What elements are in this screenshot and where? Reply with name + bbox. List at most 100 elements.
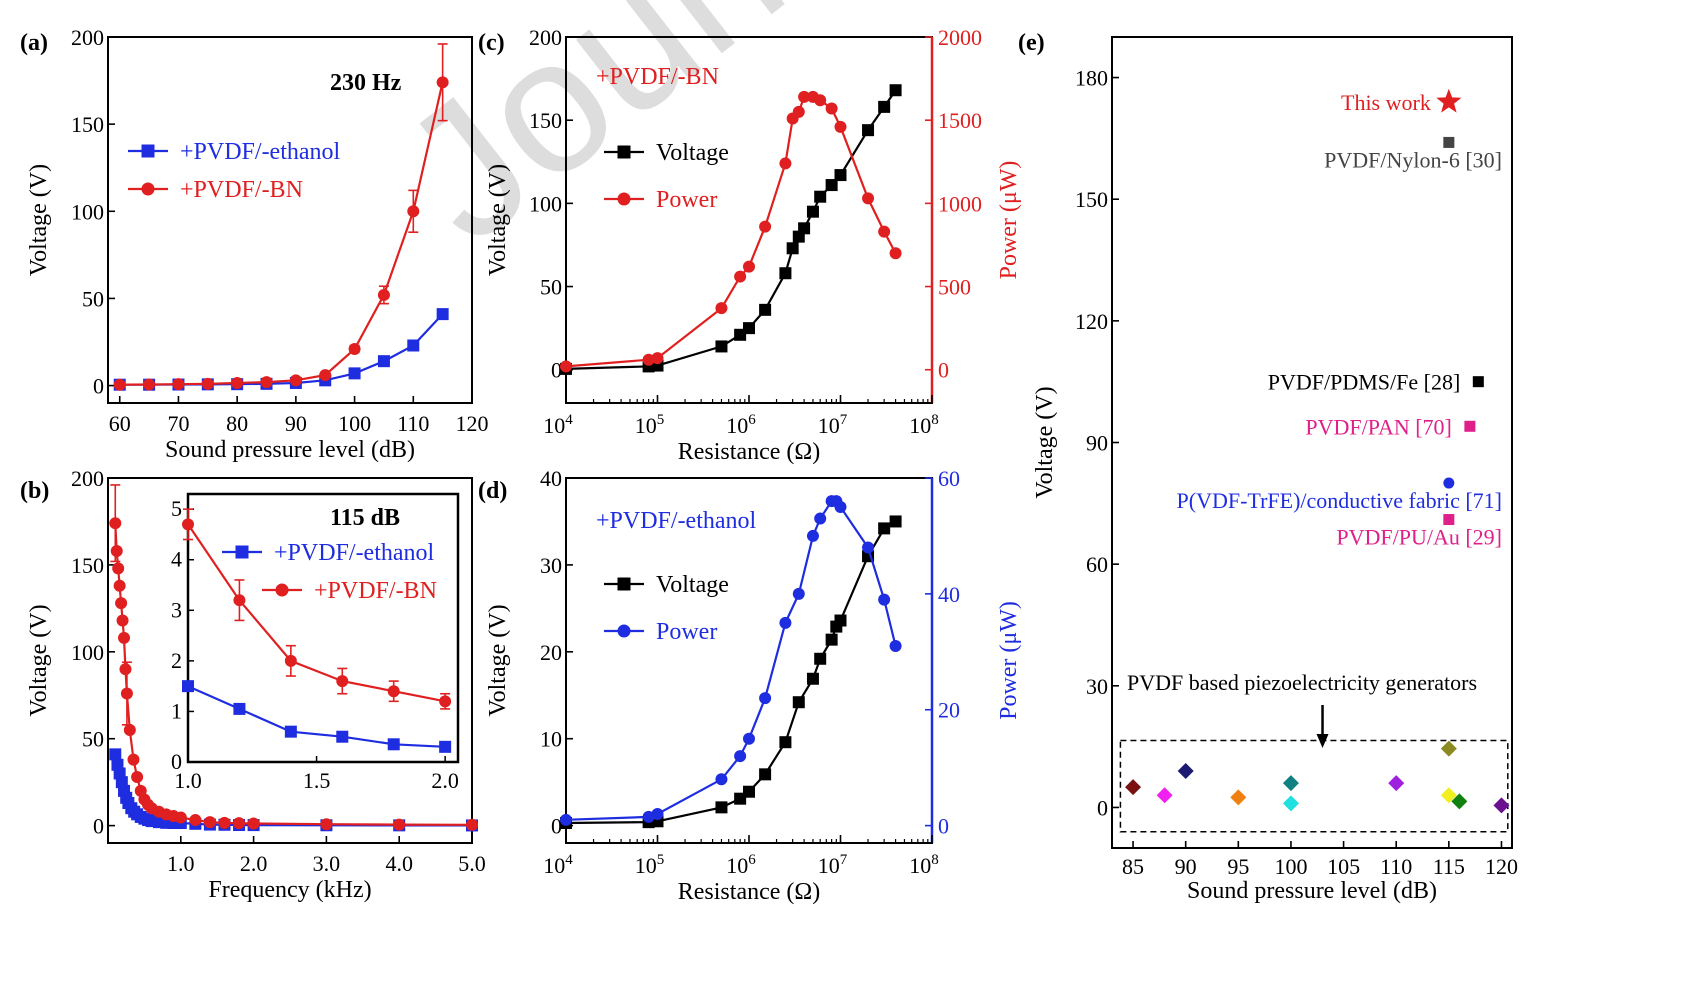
inset-y-tick-label: 0	[171, 749, 182, 774]
x-axis-label: Frequency (kHz)	[208, 877, 371, 903]
data-point	[814, 512, 827, 525]
legend-marker	[235, 545, 249, 559]
y-tick-label: 150	[1075, 187, 1108, 212]
x-tick-label: 104	[543, 852, 573, 878]
comparison-label: This work	[1341, 90, 1431, 115]
y-tick-label: 180	[1075, 66, 1108, 91]
data-point	[436, 76, 449, 89]
legend-power: Power	[656, 619, 717, 645]
data-point	[834, 120, 847, 133]
x-tick-label: 107	[818, 852, 848, 878]
data-point	[779, 616, 792, 629]
data-point	[218, 816, 231, 829]
cluster-point	[1156, 787, 1173, 804]
data-point	[560, 813, 572, 826]
data-point	[743, 785, 755, 798]
panel-label: (b)	[20, 478, 49, 504]
data-point	[715, 340, 728, 353]
data-point	[387, 685, 400, 698]
data-point	[814, 94, 827, 107]
data-point	[393, 818, 406, 831]
y2-tick-label: 0	[938, 814, 949, 839]
x-axis-label: Sound pressure level (dB)	[1187, 878, 1437, 904]
y-tick-label: 100	[529, 191, 562, 216]
data-point	[825, 102, 838, 115]
data-point	[806, 529, 819, 542]
inset-x-tick-label: 1.5	[303, 768, 331, 793]
y2-tick-label: 500	[938, 275, 971, 300]
data-point	[862, 541, 875, 554]
data-point	[439, 740, 452, 753]
data-point	[889, 640, 902, 653]
y-tick-label: 150	[71, 553, 104, 578]
data-point	[734, 270, 747, 283]
data-point	[407, 205, 420, 218]
data-point	[889, 84, 902, 97]
series-line	[565, 500, 897, 821]
cluster-annotation: PVDF based piezoelectricity generators	[1127, 670, 1477, 695]
data-point	[834, 500, 847, 513]
data-point	[407, 339, 420, 352]
frequency-annotation: 230 Hz	[330, 70, 402, 96]
data-point	[110, 545, 123, 557]
comparison-point	[1443, 477, 1455, 489]
y-tick-label: 50	[82, 286, 104, 311]
y-tick-label: 90	[1086, 431, 1108, 456]
data-point	[123, 724, 136, 737]
x-tick-label: 80	[226, 411, 248, 436]
y-tick-label: 40	[540, 466, 562, 491]
data-point	[260, 376, 273, 389]
panel-label: (d)	[478, 478, 507, 504]
comparison-point	[1464, 420, 1476, 432]
legend-marker	[617, 624, 631, 638]
y-axis-label: Voltage (V)	[26, 164, 52, 276]
data-point	[113, 378, 126, 391]
y-axis-label: Voltage (V)	[1032, 386, 1058, 498]
legend-voltage: Voltage	[656, 140, 729, 166]
data-point	[439, 695, 452, 708]
y-tick-label: 30	[540, 553, 562, 578]
legend-marker	[141, 182, 155, 196]
x-tick-label: 70	[167, 411, 189, 436]
data-point	[113, 579, 126, 592]
sound-level-annotation: 115 dB	[330, 505, 400, 531]
y-tick-label: 10	[540, 727, 562, 752]
x-tick-label: 120	[1485, 854, 1518, 879]
y2-tick-label: 20	[938, 698, 960, 723]
data-point	[436, 308, 449, 321]
y2-axis-label: Power (μW)	[996, 601, 1022, 720]
data-point	[759, 220, 772, 233]
data-point	[806, 672, 819, 685]
comparison-label: PVDF/Nylon-6 [30]	[1324, 147, 1502, 172]
data-point	[642, 353, 655, 366]
data-point	[466, 818, 478, 831]
data-point	[862, 124, 875, 137]
inset-y-tick-label: 4	[171, 547, 182, 572]
y-tick-label: 150	[71, 112, 104, 137]
y-tick-label: 50	[82, 727, 104, 752]
x-tick-label: 108	[909, 412, 939, 438]
x-tick-label: 95	[1227, 854, 1249, 879]
data-point	[798, 90, 811, 103]
data-point	[131, 770, 144, 783]
comparison-label: P(VDF-TrFE)/conductive fabric [71]	[1177, 488, 1502, 513]
data-point	[759, 303, 772, 316]
comparison-point	[1443, 136, 1455, 148]
data-point	[320, 818, 333, 831]
data-point	[814, 652, 827, 665]
y-tick-label: 100	[71, 199, 104, 224]
data-point	[792, 105, 805, 118]
data-point	[560, 360, 572, 373]
x-tick-label: 1.0	[167, 851, 195, 876]
legend-ethanol: +PVDF/-ethanol	[180, 139, 341, 165]
x-tick-label: 85	[1122, 854, 1144, 879]
plot-frame	[107, 36, 473, 404]
data-point	[289, 374, 302, 387]
y-tick-label: 0	[551, 358, 562, 383]
plot-frame	[107, 477, 473, 844]
x-tick-label: 106	[726, 852, 756, 878]
cluster-point	[1440, 787, 1457, 804]
